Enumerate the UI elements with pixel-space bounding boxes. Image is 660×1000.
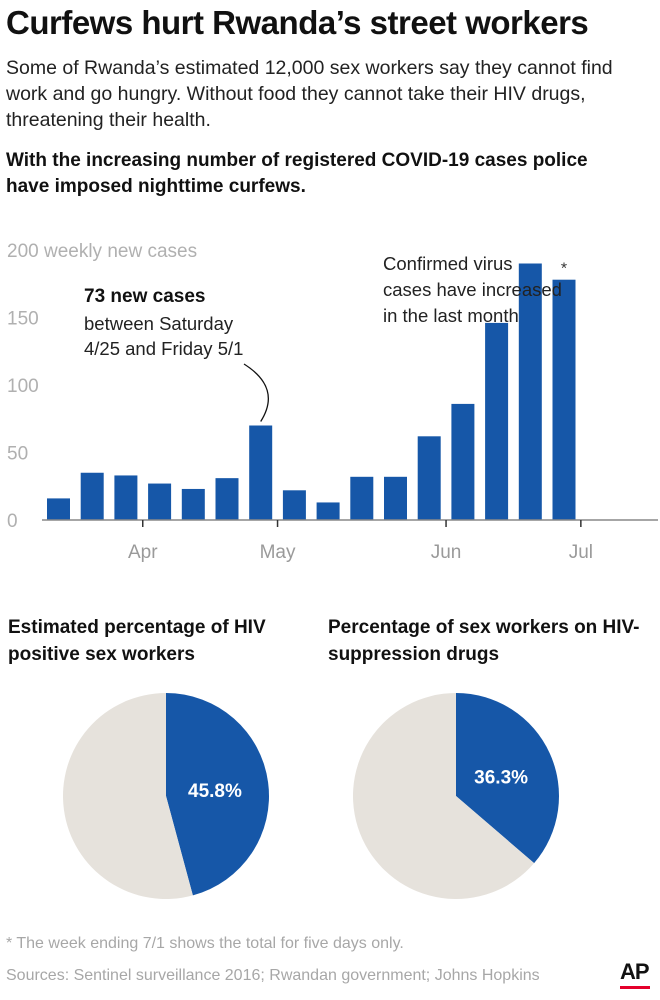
bar-week-2	[80, 472, 104, 520]
bar-week-12	[417, 436, 441, 520]
bar-week-5	[181, 488, 205, 520]
peak-annotation-title: 73 new cases	[84, 286, 205, 307]
ap-logo: AP	[620, 961, 656, 993]
trend-annotation-line: in the last month	[383, 305, 519, 326]
y-tick-label: 200 weekly new cases	[7, 241, 197, 262]
bar-week-8	[282, 490, 306, 520]
bar-week-3	[114, 475, 138, 520]
bar-week-13	[451, 403, 475, 520]
bar-week-15	[518, 263, 542, 520]
x-tick-label: Apr	[128, 542, 158, 563]
footnote: * The week ending 7/1 shows the total fo…	[6, 935, 404, 952]
peak-annotation-line: 4/25 and Friday 5/1	[84, 338, 243, 359]
intro-text: Some of Rwanda’s estimated 12,000 sex wo…	[6, 57, 613, 131]
bar-week-6	[215, 478, 239, 520]
pie-1-title: Estimated percentage of HIV positive sex…	[8, 617, 266, 665]
bar-week-10	[350, 476, 374, 520]
pie-value-label: 45.8%	[188, 781, 242, 802]
bar-week-1	[47, 498, 70, 520]
bar-week-4	[148, 483, 172, 520]
x-tick-label: Jun	[431, 542, 462, 563]
sources-line: Sources: Sentinel surveillance 2016; Rwa…	[6, 967, 540, 984]
pie-slice-remainder	[63, 693, 193, 899]
peak-annotation-leader	[243, 363, 269, 422]
page-title: Curfews hurt Rwanda’s street workers	[6, 4, 589, 41]
pie-2-title: Percentage of sex workers on HIV-suppres…	[328, 617, 640, 665]
hiv-positive-pie-chart: 45.8%	[63, 693, 269, 899]
weekly-cases-bar-chart: 0 50 100 150 200 weekly new cases Apr May Jun Ju…	[7, 241, 658, 563]
trend-annotation-line: Confirmed virus	[383, 253, 513, 274]
bar-week-16	[552, 279, 576, 520]
pie-slice-remainder	[353, 693, 535, 899]
y-tick-label: 150	[7, 309, 39, 330]
chart-subhead: With the increasing number of registered…	[6, 150, 588, 197]
ap-logo-underline	[620, 986, 650, 989]
partial-week-asterisk: *	[561, 261, 567, 278]
trend-annotation-line: cases have increased	[383, 279, 562, 300]
ap-logo-text: AP	[620, 959, 650, 984]
y-tick-label: 0	[7, 511, 18, 532]
pie-value-label: 36.3%	[474, 768, 528, 789]
y-tick-label: 50	[7, 444, 28, 465]
pie-slice-highlight	[166, 693, 269, 896]
pie-slice-highlight	[456, 693, 559, 864]
bar-week-11	[384, 476, 407, 520]
y-tick-label: 100	[7, 376, 39, 397]
peak-annotation-line: between Saturday	[84, 313, 234, 334]
x-tick-label: Jul	[569, 542, 593, 563]
bar-week-7	[249, 425, 273, 520]
suppression-drugs-pie-chart: 36.3%	[353, 693, 559, 899]
bar-week-9	[316, 502, 340, 520]
bar-week-14	[485, 322, 509, 520]
x-tick-label: May	[260, 542, 296, 563]
